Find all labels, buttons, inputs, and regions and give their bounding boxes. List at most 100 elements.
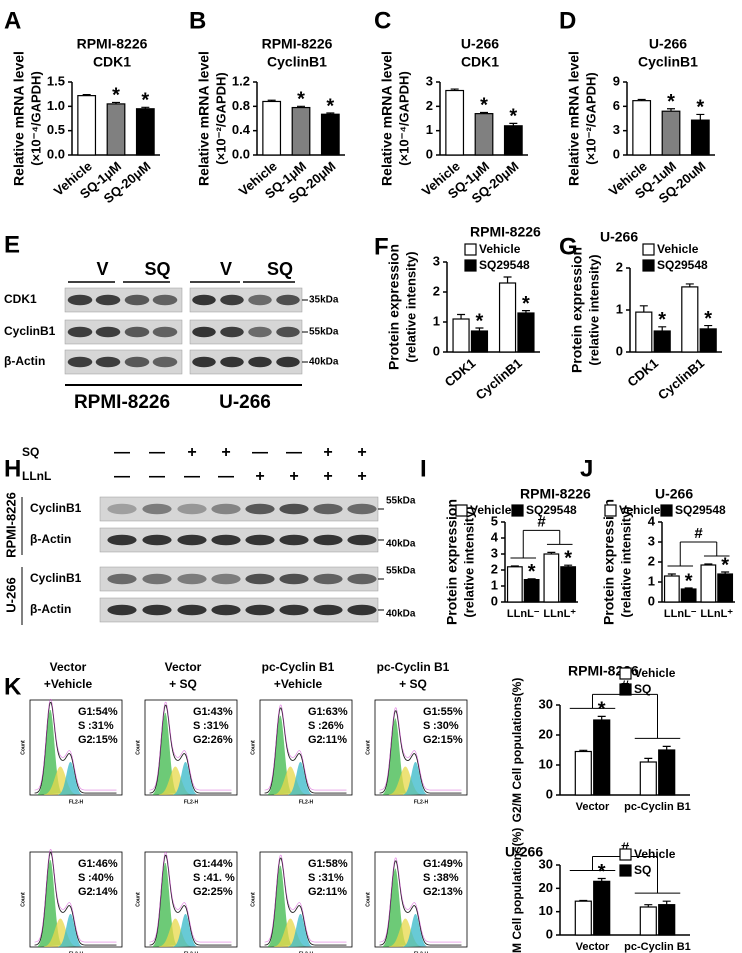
legend-label: SQ29548 <box>657 258 708 272</box>
blot-band <box>279 573 309 585</box>
histogram-peak <box>58 913 82 947</box>
y-tick-label: 0 <box>546 786 553 801</box>
significance: * <box>112 85 120 107</box>
blot-row-label: β-Actin <box>30 602 71 616</box>
treatment-sign: + <box>323 444 332 461</box>
flow-percent: :46% <box>92 858 118 870</box>
blot-band <box>124 294 150 306</box>
treatment-label: SQ <box>22 445 39 459</box>
flow-column-title: +Vehicle <box>274 677 323 691</box>
error-bar <box>639 305 648 313</box>
flow-axis-label: Count <box>20 892 26 907</box>
blot-band <box>95 356 121 368</box>
treatment-sign: + <box>323 468 332 485</box>
blot-band <box>220 326 244 338</box>
blot-band <box>152 294 178 306</box>
flow-percent: :49% <box>437 858 463 870</box>
flow-phase: G2 <box>308 886 323 898</box>
blot-band <box>192 356 216 368</box>
blot-band <box>313 534 343 546</box>
histogram-peak <box>37 710 62 795</box>
bar <box>77 95 97 156</box>
bar <box>291 106 311 156</box>
error-bar <box>297 105 305 108</box>
bar <box>574 900 592 936</box>
error-bar <box>579 899 588 902</box>
y-tick-label: 30 <box>539 856 553 871</box>
flow-percent: :31% <box>203 720 229 732</box>
flow-axis-label: Count <box>365 892 371 907</box>
flow-phase: S <box>308 872 315 884</box>
y-tick-label: 9 <box>613 73 620 88</box>
group-label: SQ <box>267 259 293 279</box>
flow-phase: S <box>423 872 430 884</box>
blot-band <box>220 294 244 306</box>
blot-row-label: CDK1 <box>4 292 37 306</box>
bar <box>593 880 611 936</box>
error-bar <box>450 88 459 91</box>
panel-label: A <box>4 7 21 34</box>
histogram-outline <box>379 710 462 794</box>
x-tick-label: Vector <box>576 941 610 953</box>
y-tick-label: 2 <box>426 98 433 113</box>
flow-phase: G2 <box>78 734 93 746</box>
flow-phase: S <box>423 720 430 732</box>
bar <box>717 573 734 603</box>
y-tick-label: 2 <box>491 561 498 576</box>
flow-percent: :30% <box>433 720 459 732</box>
histogram-peak <box>288 761 312 795</box>
legend-swatch <box>642 243 655 256</box>
legend-label: SQ29548 <box>675 503 726 517</box>
flow-percent: :11% <box>322 734 347 746</box>
legend-swatch <box>464 243 477 256</box>
y-tick-label: 2 <box>616 259 623 274</box>
y-tick-label: 3 <box>491 545 498 560</box>
error-bar <box>685 283 694 287</box>
y-tick-label: 4 <box>648 513 656 528</box>
error-bar <box>503 276 512 283</box>
error-bar <box>662 745 671 750</box>
x-tick-label: LLnL⁻ <box>507 608 540 620</box>
y-tick-label: 0.8 <box>232 98 250 113</box>
bar <box>574 750 592 796</box>
flow-axis-label: FL2-H <box>184 799 199 805</box>
error-bar <box>510 565 519 567</box>
legend-swatch <box>619 864 632 877</box>
chart-subtitle: CDK1 <box>461 54 499 70</box>
legend-swatch <box>660 504 673 517</box>
legend-swatch <box>619 683 632 696</box>
legend-label: Vehicle <box>619 503 661 517</box>
blot-band <box>152 356 178 368</box>
y-axis-label: Relative mRNA level <box>566 51 582 186</box>
treatment-sign: + <box>221 444 230 461</box>
blot-band <box>67 294 93 306</box>
error-bar <box>564 564 573 567</box>
legend-swatch <box>455 504 468 517</box>
blot-band <box>211 573 241 585</box>
bar <box>658 749 676 796</box>
blot-band <box>95 294 121 306</box>
blot-band <box>211 503 241 515</box>
flow-phase: S <box>78 872 85 884</box>
y-tick-label: 0 <box>616 343 623 358</box>
y-tick-label: 30 <box>539 696 553 711</box>
error-bar <box>475 327 484 331</box>
bar <box>593 719 611 796</box>
blot-band <box>279 503 309 515</box>
y-axis-label: Relative mRNA level <box>379 51 395 186</box>
blot-band <box>107 604 137 616</box>
blot-band <box>220 356 244 368</box>
chart-subtitle: CDK1 <box>93 54 131 70</box>
flow-percent: :38% <box>433 872 459 884</box>
flow-phase: G1 <box>193 858 208 870</box>
error-bar <box>267 99 276 102</box>
size-label: 55kDa <box>309 327 339 338</box>
treatment-sign: + <box>289 468 298 485</box>
cell-line-label: U-266 <box>3 577 18 612</box>
x-tick-label: pc-Cyclin B1 <box>624 941 691 953</box>
flow-phase: S <box>78 720 85 732</box>
size-label: 35kDa <box>309 295 339 306</box>
flow-axis-label: FL2-H <box>299 799 314 805</box>
flow-percent: :26% <box>207 734 233 746</box>
y-axis-label: Protein expression <box>569 247 585 373</box>
